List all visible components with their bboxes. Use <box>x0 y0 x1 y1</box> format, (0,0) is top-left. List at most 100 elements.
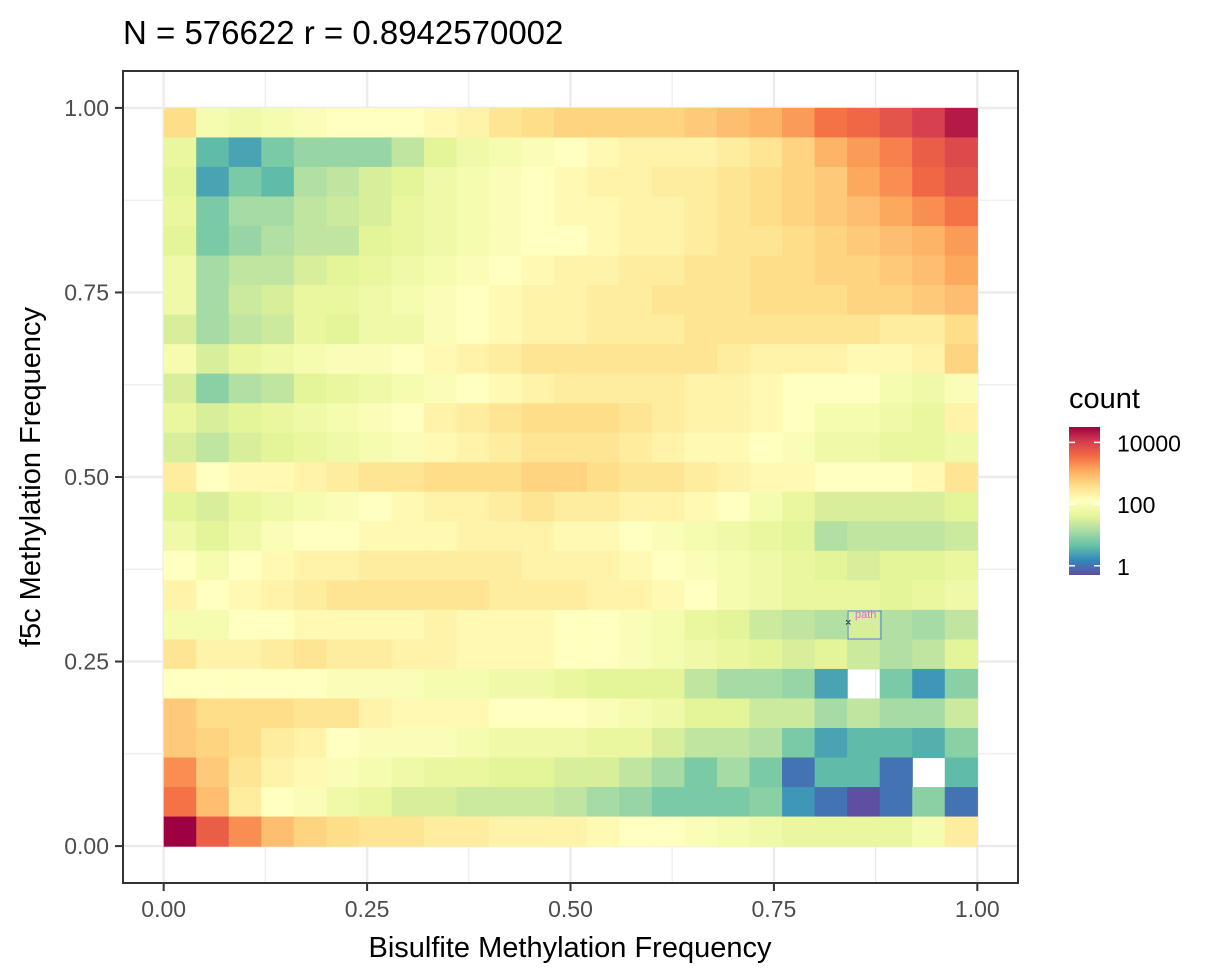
heatmap-cell <box>228 462 262 493</box>
heatmap-cell <box>749 550 783 581</box>
heatmap-cell <box>814 432 848 463</box>
heatmap-cell <box>586 166 620 198</box>
heatmap-cell <box>814 285 848 316</box>
x-tick-label: 0.75 <box>752 896 797 922</box>
heatmap-cell <box>163 314 197 345</box>
color-legend: count 10000 100 1 <box>1069 383 1181 580</box>
heatmap-cell <box>847 373 881 404</box>
heatmap-cell <box>424 491 458 522</box>
heatmap-cell <box>521 226 555 257</box>
heatmap-cell <box>619 462 653 493</box>
heatmap-cell <box>619 668 653 700</box>
heatmap-cell <box>586 580 620 611</box>
heatmap-cell <box>424 609 458 640</box>
heatmap-cell <box>944 403 978 434</box>
heatmap-cell <box>716 787 751 818</box>
heatmap-cell <box>391 787 425 818</box>
heatmap-cell <box>944 226 978 257</box>
heatmap-cell <box>944 285 978 316</box>
heatmap-cell <box>228 787 262 818</box>
heatmap-cell <box>716 196 751 227</box>
heatmap-cell <box>716 373 751 404</box>
heatmap-cells <box>163 107 978 847</box>
heatmap-cell <box>782 609 816 640</box>
heatmap-cell <box>554 462 588 493</box>
heatmap-cell <box>814 166 848 198</box>
heatmap-cell <box>554 137 588 168</box>
heatmap-cell <box>228 432 262 463</box>
heatmap-cell <box>261 698 295 729</box>
heatmap-cell <box>879 521 913 552</box>
heatmap-cell <box>391 521 425 552</box>
heatmap-cell <box>261 521 295 552</box>
heatmap-cell <box>847 255 881 286</box>
heatmap-cell <box>716 521 751 552</box>
heatmap-cell <box>293 787 328 818</box>
heatmap-cell <box>782 550 816 581</box>
heatmap-cell <box>521 550 555 581</box>
heatmap-cell <box>912 344 946 375</box>
heatmap-cell <box>456 550 490 581</box>
heatmap-cell <box>619 491 653 522</box>
heatmap-cell <box>391 668 425 700</box>
heatmap-cell <box>716 698 751 729</box>
heatmap-cell <box>944 550 978 581</box>
heatmap-cell <box>424 580 458 611</box>
heatmap-cell <box>456 285 490 316</box>
heatmap-cell <box>228 698 262 729</box>
heatmap-cell <box>196 521 230 552</box>
heatmap-cell <box>163 373 197 404</box>
heatmap-cell <box>424 757 458 788</box>
heatmap-cell <box>391 166 425 198</box>
heatmap-cell <box>228 196 262 227</box>
heatmap-cell <box>749 403 783 434</box>
heatmap-cell <box>716 757 751 788</box>
heatmap-cell <box>814 462 848 493</box>
heatmap-cell <box>326 166 360 198</box>
heatmap-cell <box>228 491 262 522</box>
heatmap-cell <box>163 226 197 257</box>
heatmap-cell <box>326 609 360 640</box>
heatmap-cell <box>619 373 653 404</box>
heatmap-cell <box>879 107 913 139</box>
y-tick-label: 0.50 <box>64 464 109 490</box>
heatmap-cell <box>586 314 620 345</box>
heatmap-cell <box>424 137 458 168</box>
heatmap-cell <box>489 226 523 257</box>
heatmap-cell <box>521 432 555 463</box>
heatmap-cell <box>814 550 848 581</box>
heatmap-cell <box>261 107 295 139</box>
heatmap-cell <box>944 491 978 522</box>
heatmap-cell <box>814 344 848 375</box>
heatmap-cell <box>196 639 230 670</box>
heatmap-cell <box>782 639 816 670</box>
heatmap-cell <box>261 344 295 375</box>
heatmap-cell <box>619 727 653 759</box>
heatmap-cell <box>716 550 751 581</box>
heatmap-cell <box>293 432 328 463</box>
heatmap-cell <box>782 787 816 818</box>
heatmap-cell <box>424 285 458 316</box>
heatmap-cell <box>749 344 783 375</box>
heatmap-cell <box>489 344 523 375</box>
heatmap-cell <box>163 107 197 139</box>
heatmap-cell <box>684 727 718 759</box>
heatmap-cell <box>619 285 653 316</box>
legend-break-label: 10000 <box>1117 430 1181 456</box>
heatmap-cell <box>489 698 523 729</box>
heatmap-cell <box>391 727 425 759</box>
heatmap-cell <box>651 521 686 552</box>
heatmap-cell <box>847 107 881 139</box>
heatmap-cell <box>228 609 262 640</box>
heatmap-cell <box>196 757 230 788</box>
heatmap-cell <box>651 226 686 257</box>
heatmap-cell <box>358 639 393 670</box>
heatmap-cell <box>782 580 816 611</box>
heatmap-cell <box>554 609 588 640</box>
heatmap-cell <box>944 521 978 552</box>
heatmap-cell <box>847 432 881 463</box>
heatmap-cell <box>944 727 978 759</box>
heatmap-cell <box>684 787 718 818</box>
heatmap-cell <box>196 787 230 818</box>
heatmap-cell <box>163 727 197 759</box>
